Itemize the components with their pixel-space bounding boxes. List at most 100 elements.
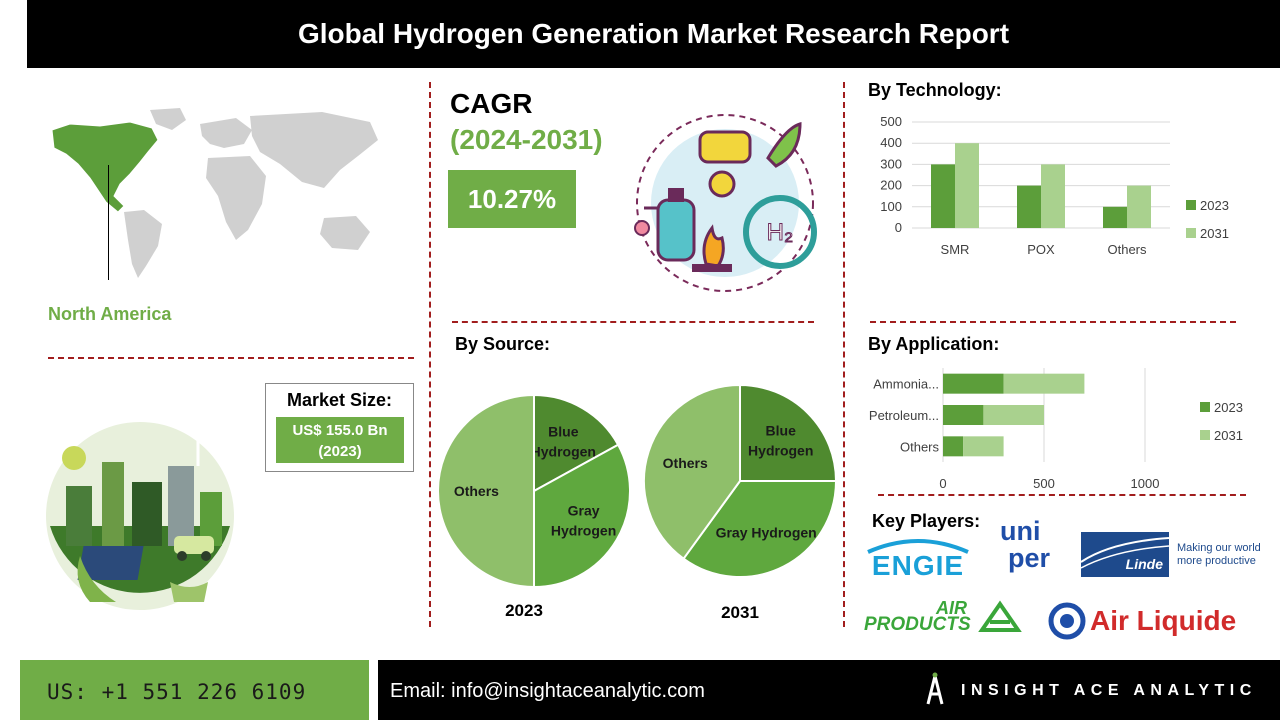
- pie-slice: [682, 480, 838, 578]
- horizontal-divider-technology: [870, 321, 1236, 323]
- bar-2023: [943, 373, 1004, 394]
- market-size-card: Market Size: US$ 155.0 Bn (2023): [265, 383, 414, 472]
- bar-2031: [1003, 373, 1085, 394]
- legend-label: 2023: [1214, 400, 1243, 415]
- pie-slice-label: Blue: [548, 423, 579, 439]
- market-size-label: Market Size:: [286, 390, 393, 410]
- air-liquide-logo: Air Liquide: [1048, 600, 1248, 642]
- x-tick-label: Others: [1107, 242, 1147, 257]
- y-tick-label: Others: [900, 439, 940, 454]
- bar-2031: [1127, 185, 1151, 228]
- horizontal-divider-map: [48, 357, 414, 359]
- source-pie-charts: Blue Hydrogen Gray Hydrogen Others 2023 Blue H…: [437, 383, 838, 622]
- uniper-logo: uni per: [1000, 518, 1066, 578]
- hydrogen-icon: H₂: [634, 114, 817, 292]
- y-tick-label: Petroleum...: [869, 408, 939, 423]
- pie-slice: [533, 443, 631, 589]
- pie-slice-label: Gray: [568, 502, 600, 518]
- linde-logo: Linde: [1081, 532, 1169, 577]
- report-title: Global Hydrogen Generation Market Resear…: [297, 18, 1010, 49]
- air-products-wordmark-top: AIR: [936, 598, 967, 618]
- pie-slice-label: Gray Hydrogen: [716, 524, 817, 540]
- x-tick-label: 1000: [1131, 476, 1160, 491]
- asia-shape: [250, 112, 378, 188]
- pie-slice: [437, 393, 535, 589]
- legend-swatch: [1200, 402, 1210, 412]
- australia-shape: [320, 216, 370, 250]
- air-products-wordmark-bottom: PRODUCTS: [864, 614, 971, 635]
- bar-2031: [955, 143, 979, 228]
- north-america-shape: [51, 121, 159, 213]
- south-america-shape: [124, 210, 162, 278]
- svg-text:H₂: H₂: [767, 219, 794, 246]
- bar-2023: [943, 405, 984, 425]
- cagr-title: CAGR: [450, 88, 533, 119]
- market-size-value: US$ 155.0 Bn (2023): [276, 417, 404, 463]
- legend-label: 2031: [1214, 428, 1243, 443]
- y-tick-label: 500: [880, 114, 902, 129]
- legend-label: 2023: [1200, 198, 1229, 213]
- linde-tagline-line1: Making our world: [1177, 542, 1261, 554]
- uniper-wordmark-top: uni: [1000, 516, 1041, 546]
- application-title: By Application:: [868, 334, 1000, 354]
- bar-2023: [1103, 206, 1127, 228]
- header-bar: Global Hydrogen Generation Market Resear…: [27, 0, 1280, 68]
- pie-slice: [739, 383, 838, 482]
- vertical-divider-left: [429, 82, 431, 627]
- y-tick-label: 300: [880, 156, 902, 171]
- y-tick-label: 100: [880, 199, 902, 214]
- footer-phone-bar: US: +1 551 226 6109: [20, 660, 369, 720]
- horizontal-divider-cagr: [452, 321, 814, 323]
- footer-email-bar: Email: info@insightaceanalytic.com INSIG…: [378, 660, 1280, 720]
- x-tick-label: 0: [939, 476, 946, 491]
- pie-slice: [533, 393, 620, 493]
- engie-logo: ENGIE: [862, 534, 974, 581]
- air-liquide-wordmark: Air Liquide: [1090, 605, 1237, 636]
- x-tick-label: 500: [1033, 476, 1055, 491]
- greenland-shape: [150, 108, 186, 130]
- linde-wordmark: Linde: [1125, 556, 1163, 572]
- air-products-logo: AIR PRODUCTS: [864, 598, 1024, 638]
- bar-2023: [1017, 185, 1041, 228]
- application-bar-chart: Ammonia... Petroleum... Others 0 500 1000 20…: [869, 368, 1243, 491]
- bar-2023: [931, 164, 955, 228]
- pie-slice-label: Others: [663, 455, 708, 471]
- key-players-title: Key Players:: [872, 511, 981, 531]
- market-size-amount: US$ 155.0 Bn: [292, 422, 388, 439]
- region-label: North America: [48, 304, 172, 324]
- bar-2031: [983, 405, 1044, 425]
- x-tick-label: SMR: [941, 242, 970, 257]
- engie-arc-icon: [867, 539, 969, 554]
- technology-bar-chart: 0 100 200 300 400 500 SMR POX Others 2023 2031: [880, 114, 1229, 257]
- vertical-divider-right: [843, 82, 845, 627]
- bar-2023: [943, 436, 964, 457]
- legend-label: 2031: [1200, 226, 1229, 241]
- y-tick-label: 200: [880, 178, 902, 193]
- y-tick-label: 0: [895, 220, 902, 235]
- air-liquide-circle-icon: [1048, 602, 1086, 640]
- pie-slice: [643, 383, 741, 561]
- footer-email[interactable]: Email: info@insightaceanalytic.com: [390, 680, 705, 702]
- x-tick-label: POX: [1027, 242, 1055, 257]
- pie-slice-label: Others: [454, 483, 499, 499]
- air-products-arrow-icon: [978, 600, 1022, 632]
- pie-year-label: 2031: [721, 603, 759, 622]
- market-size-year: (2023): [318, 443, 362, 460]
- y-tick-label: Ammonia...: [873, 377, 939, 392]
- pie-slice-label: Hydrogen: [748, 442, 813, 458]
- legend-swatch: [1200, 430, 1210, 440]
- technology-title: By Technology:: [868, 80, 1002, 100]
- world-map-icon: [51, 108, 378, 278]
- linde-tagline-line2: more productive: [1177, 555, 1256, 567]
- footer-phone[interactable]: US: +1 551 226 6109: [47, 680, 307, 704]
- linde-tagline: Making our world more productive: [1177, 542, 1261, 568]
- cagr-value: 10.27%: [448, 170, 576, 228]
- pie-slice-label: Hydrogen: [531, 443, 596, 459]
- pie-slice-label: Blue: [766, 422, 797, 438]
- uniper-wordmark-bottom: per: [1008, 543, 1051, 573]
- engie-wordmark: ENGIE: [871, 550, 965, 581]
- pie-slice-label: Hydrogen: [551, 522, 616, 538]
- legend-swatch: [1186, 228, 1196, 238]
- insight-ace-logo-icon: [926, 672, 944, 705]
- europe-shape: [200, 118, 252, 148]
